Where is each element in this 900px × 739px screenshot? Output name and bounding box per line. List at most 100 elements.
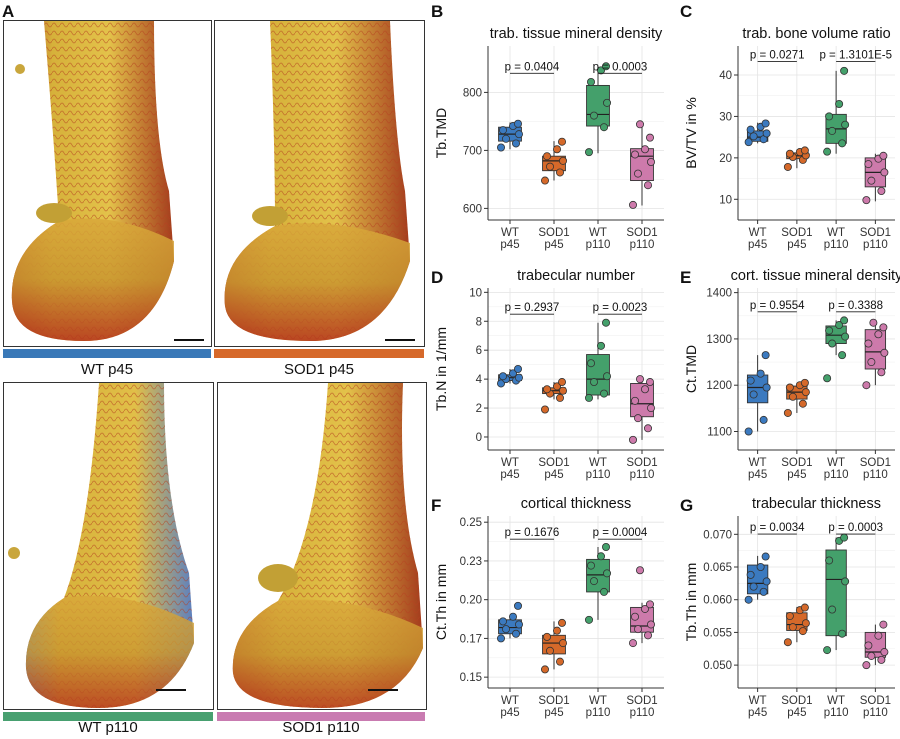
data-point <box>589 378 598 387</box>
y-tick-label: 0.17 <box>460 633 482 645</box>
data-point <box>864 160 873 169</box>
data-point <box>635 375 644 384</box>
y-tick-label: 0.070 <box>703 529 732 541</box>
data-point <box>788 392 797 401</box>
y-tick-label: 6 <box>476 345 482 357</box>
y-tick-label: 40 <box>719 70 732 82</box>
x-tick-label: p110 <box>586 469 611 481</box>
x-tick-label: p45 <box>748 707 767 719</box>
data-point <box>633 169 642 178</box>
data-point <box>880 348 889 357</box>
box-plot-bv-tv: 10203040WTp45SOD1p45WTp110SOD1p110trab. … <box>683 26 895 251</box>
data-point <box>746 570 755 579</box>
data-point <box>823 646 832 655</box>
data-point <box>630 396 639 405</box>
data-point <box>541 405 550 414</box>
data-point <box>841 120 850 129</box>
chart-title: trabecular number <box>517 268 635 284</box>
data-point <box>643 631 652 640</box>
x-tick-label: p45 <box>787 239 806 251</box>
data-point <box>502 625 511 634</box>
x-tick-label: p110 <box>586 707 611 719</box>
x-tick-label: SOD1 <box>781 457 812 469</box>
x-tick-label: WT <box>827 457 845 469</box>
data-point <box>602 98 611 107</box>
data-point <box>643 424 652 433</box>
data-point <box>599 123 608 132</box>
x-tick-label: WT <box>749 695 767 707</box>
data-point <box>800 378 809 387</box>
data-point <box>584 615 593 624</box>
data-point <box>783 408 792 417</box>
y-tick-label: 0.25 <box>460 517 482 529</box>
data-point <box>783 638 792 647</box>
p-value-label: p = 1.3101E-5 <box>819 49 892 61</box>
group-color-bar-sod1-p45 <box>214 349 424 358</box>
x-tick-label: WT <box>589 227 607 239</box>
data-point <box>744 138 753 147</box>
data-point <box>497 143 506 152</box>
panel-letter-e: E <box>680 268 692 287</box>
panel-letter-d: D <box>431 268 444 287</box>
data-point <box>509 612 518 621</box>
femur-image-sod1-p110 <box>217 382 427 710</box>
data-point <box>515 620 524 629</box>
data-point <box>628 200 637 209</box>
data-point <box>862 196 871 205</box>
data-point <box>841 577 850 586</box>
data-point <box>862 381 871 390</box>
x-tick-label: p45 <box>500 469 519 481</box>
data-point <box>828 339 837 348</box>
data-point <box>762 383 771 392</box>
data-point <box>785 383 794 392</box>
data-point <box>840 66 849 75</box>
x-tick-label: WT <box>501 695 519 707</box>
data-point <box>862 661 871 670</box>
p-value-label: p = 0.0003 <box>593 61 648 73</box>
y-axis-label: Ct.Th in mm <box>433 564 449 640</box>
data-point <box>558 378 567 387</box>
scale-bar <box>174 339 204 341</box>
x-tick-label: p45 <box>544 239 563 251</box>
data-point <box>783 162 792 171</box>
data-point <box>840 316 849 325</box>
chart-title: cortical thickness <box>521 496 631 512</box>
p-value-label: p = 0.0023 <box>593 302 648 314</box>
y-tick-label: 8 <box>476 316 482 328</box>
data-point <box>785 612 794 621</box>
panel-letter-c: C <box>680 2 693 21</box>
x-tick-label: WT <box>749 227 767 239</box>
data-point <box>798 399 807 408</box>
data-point <box>630 612 639 621</box>
data-point <box>558 618 567 627</box>
data-point <box>761 351 770 360</box>
data-point <box>867 358 876 367</box>
data-point <box>785 149 794 158</box>
y-tick-label: 600 <box>463 203 482 215</box>
data-point <box>628 639 637 648</box>
x-tick-label: SOD1 <box>626 457 657 469</box>
data-point <box>543 632 552 641</box>
data-point <box>749 582 758 591</box>
x-tick-label: WT <box>501 227 519 239</box>
data-point <box>646 620 655 629</box>
x-tick-label: SOD1 <box>860 227 891 239</box>
data-point <box>840 533 849 542</box>
data-point <box>800 603 809 612</box>
data-point <box>801 619 810 628</box>
x-tick-label: WT <box>827 227 845 239</box>
femur-image-wt-p45 <box>3 20 212 347</box>
data-point <box>756 563 765 572</box>
data-point <box>596 341 605 350</box>
data-point <box>546 646 555 655</box>
data-point <box>586 77 595 86</box>
data-point <box>514 119 523 128</box>
y-tick-label: 2 <box>476 403 482 415</box>
x-tick-label: SOD1 <box>860 695 891 707</box>
data-point <box>601 318 610 327</box>
x-tick-label: SOD1 <box>538 457 569 469</box>
y-tick-label: 0.050 <box>703 660 732 672</box>
data-point <box>514 601 523 610</box>
femur-image-wt-p110 <box>3 382 214 710</box>
data-point <box>838 139 847 148</box>
